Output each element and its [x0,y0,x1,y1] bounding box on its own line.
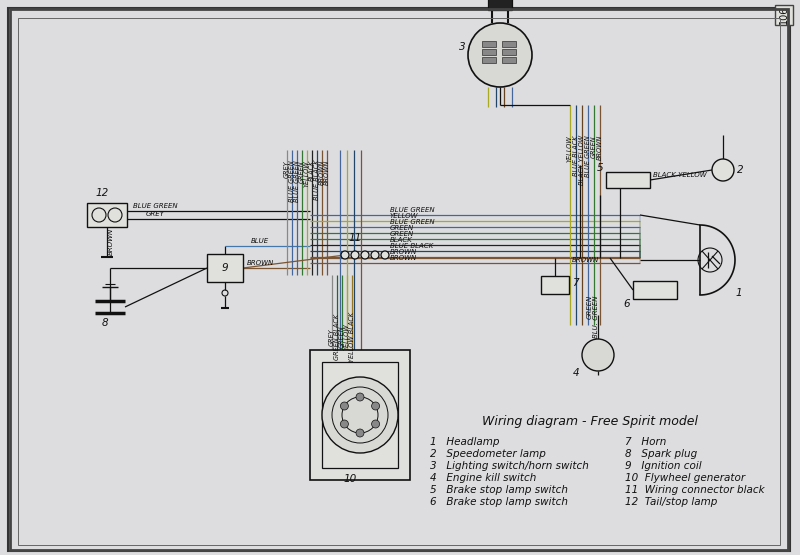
Text: 8   Spark plug: 8 Spark plug [625,449,698,459]
Text: BLUE GREEN: BLUE GREEN [133,203,178,209]
Text: BLUE BLACK: BLUE BLACK [390,244,434,250]
Text: GREEN BLACK: GREEN BLACK [334,314,340,360]
Bar [87,203,127,227]
Text: YELLOW: YELLOW [567,135,573,162]
Text: 3   Lighting switch/horn switch: 3 Lighting switch/horn switch [430,461,589,471]
Text: BLUE: BLUE [251,238,269,244]
Text: 4   Engine kill switch: 4 Engine kill switch [430,473,536,483]
Bar [775,5,793,25]
Text: 2   Speedometer lamp: 2 Speedometer lamp [430,449,546,459]
Circle shape [712,159,734,181]
Text: BLUE BLACK: BLUE BLACK [314,160,320,200]
Text: BLACK: BLACK [309,160,315,181]
Text: 106: 106 [779,6,789,24]
Text: BROWN: BROWN [571,257,598,263]
Text: 8: 8 [102,318,108,328]
Circle shape [371,251,379,259]
Circle shape [371,420,379,428]
Circle shape [361,251,369,259]
Bar [482,49,496,55]
Text: 7   Horn: 7 Horn [625,437,666,447]
Text: 1: 1 [735,288,742,298]
Text: GREEN: GREEN [591,135,597,158]
Bar [502,57,516,63]
Text: 11: 11 [348,233,362,243]
Text: 6   Brake stop lamp switch: 6 Brake stop lamp switch [430,497,568,507]
Text: YELLOW: YELLOW [390,214,418,219]
Text: 1   Headlamp: 1 Headlamp [430,437,499,447]
Circle shape [341,251,349,259]
Bar [633,281,677,299]
Text: BLACK YELLOW: BLACK YELLOW [579,135,585,185]
Circle shape [381,251,389,259]
Text: GREEN: GREEN [299,160,305,183]
Text: GREY: GREY [284,160,290,178]
Text: BROWN: BROWN [390,255,418,261]
Bar [482,57,496,63]
Text: BLUE GREEN: BLUE GREEN [390,219,434,225]
Text: BROWN: BROWN [390,250,418,255]
Bar [310,350,410,480]
Text: Wiring diagram - Free Spirit model: Wiring diagram - Free Spirit model [482,416,698,428]
Bar [606,172,650,188]
Text: 9   Ignition coil: 9 Ignition coil [625,461,702,471]
Bar [482,41,496,47]
Text: 11  Wiring connector black: 11 Wiring connector black [625,485,765,495]
Text: 5   Brake stop lamp switch: 5 Brake stop lamp switch [430,485,568,495]
Bar [502,41,516,47]
Text: YELLOW: YELLOW [304,160,310,186]
Circle shape [322,377,398,453]
Bar [207,254,243,282]
Text: BLACK: BLACK [390,238,413,244]
Text: BLACK YELLOW: BLACK YELLOW [653,172,707,178]
Circle shape [341,420,349,428]
Circle shape [356,429,364,437]
Text: BLUE GREEN: BLUE GREEN [585,135,591,176]
Text: 3: 3 [458,42,466,52]
Text: 4: 4 [573,368,579,378]
Text: 10: 10 [343,474,357,484]
Circle shape [351,251,359,259]
Circle shape [582,339,614,371]
Text: GREEN: GREEN [587,295,593,319]
Bar [488,0,512,10]
Text: BLUE GREEN: BLUE GREEN [289,160,295,202]
Text: YELLOW: YELLOW [344,324,350,350]
Text: 7: 7 [572,278,578,288]
Text: BLUE GREEN: BLUE GREEN [294,160,300,202]
Bar [322,362,398,468]
Text: BROWN: BROWN [597,135,603,160]
Text: 10  Flywheel generator: 10 Flywheel generator [625,473,745,483]
Bar [541,276,569,294]
Text: GREY: GREY [146,211,165,217]
Circle shape [356,393,364,401]
Text: 9: 9 [222,263,228,273]
Text: BLU. GREEN: BLU. GREEN [593,295,599,337]
Text: 6: 6 [624,299,630,309]
Text: 2: 2 [737,165,744,175]
Text: BROWN: BROWN [319,160,325,185]
Text: 12  Tail/stop lamp: 12 Tail/stop lamp [625,497,718,507]
Text: BROWN: BROWN [324,160,330,185]
Text: BROWN: BROWN [108,228,114,255]
Text: BLUE BLACK: BLUE BLACK [573,135,579,175]
Circle shape [468,23,532,87]
Text: 5: 5 [597,163,603,173]
Text: BROWN: BROWN [246,260,274,266]
Bar [502,49,516,55]
Text: GREEN: GREEN [390,231,414,238]
Text: BLUE GREEN: BLUE GREEN [390,208,434,214]
Text: 12: 12 [95,188,109,198]
Circle shape [341,402,349,410]
Text: GREEN: GREEN [390,225,414,231]
Circle shape [371,402,379,410]
Text: YELLOW BLACK: YELLOW BLACK [349,312,355,362]
Text: GREEN: GREEN [339,326,345,349]
Text: GREY: GREY [329,328,335,346]
